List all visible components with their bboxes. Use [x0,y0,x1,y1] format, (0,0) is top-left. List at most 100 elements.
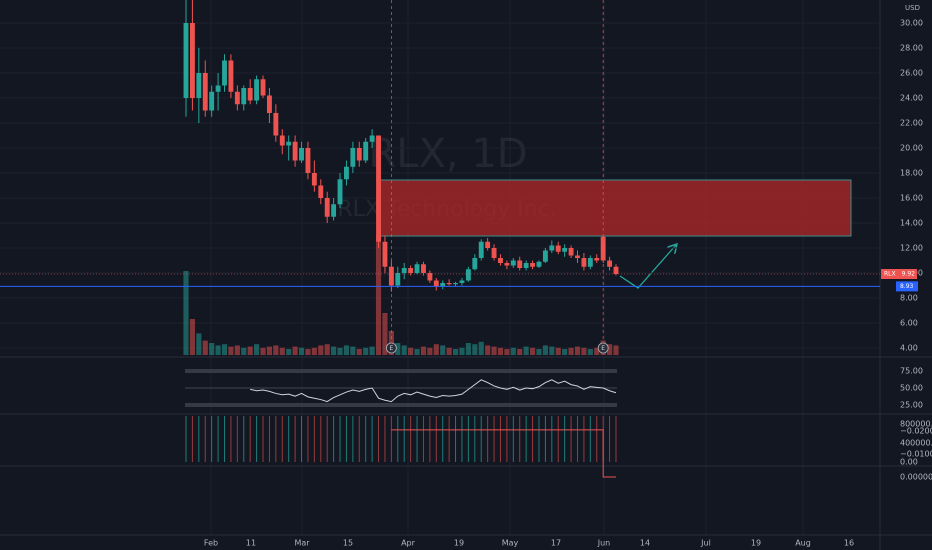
volume-bar [305,349,311,355]
volume-bar [562,349,568,355]
pane3-tick-label: 0.00 [900,458,918,467]
volume-bar [254,344,260,355]
volume-bar [504,349,510,355]
main-pane [0,0,880,355]
x-tick-label: 16 [844,539,854,548]
y-tick-label: 22.00 [900,119,923,128]
volume-bar [202,340,208,355]
y-tick-label: 26.00 [900,69,923,78]
y-tick-label: 18.00 [900,169,923,178]
volume-bar [363,347,369,355]
volume-bar [420,346,427,355]
candle-body [228,60,234,92]
volume-bar [587,349,593,355]
x-tick-label: Jul [700,539,711,548]
candle-body [453,283,458,285]
volume-bar [369,346,375,355]
x-tick-label: May [502,539,519,548]
volume-bar [279,347,285,355]
volume-bar [286,349,292,355]
candle-body [382,241,388,267]
candle-body [299,148,304,161]
volume-bar [433,344,439,355]
candle-body [433,280,439,287]
candle-body [504,263,510,266]
candle-body [318,185,324,198]
candle-body [215,85,221,92]
price-zone [376,179,852,237]
candle-body [587,258,593,267]
volume-bar [241,347,247,355]
candle-body [395,273,401,286]
candle-body [279,135,285,146]
pane4-tick-label: 0.00000 [900,473,932,482]
candle-body [555,245,561,252]
x-tick-label: 17 [551,539,561,548]
volume-bar [382,313,388,355]
candle-body [600,236,606,261]
volume-bar [581,347,587,355]
y-tick-label: 28.00 [900,44,923,53]
symbol-tag: RLX [884,271,896,278]
candle-body [613,266,619,274]
volume-bar [523,346,529,355]
volume-bar [440,345,446,355]
candle-body [337,179,343,205]
candle-body [530,263,536,267]
volume-bar [356,349,362,355]
x-tick-label: Apr [401,539,416,548]
candle-body [292,141,298,161]
candle-body [510,260,516,266]
rsi-tick-label: 25.00 [900,401,923,410]
candle-body [286,141,292,146]
candle-body [568,248,574,256]
candle-body [542,250,548,262]
volume-bar [485,345,491,355]
candle-body [247,88,253,101]
last-price-label: 9.92 [902,271,916,278]
volume-bar [215,345,221,355]
volume-bar [234,345,240,355]
candle-body [311,173,317,186]
volume-bar [343,345,350,355]
volume-bar [452,349,459,355]
y-tick-label: 20.00 [900,144,923,153]
candle-body [465,269,471,281]
volume-bar [337,347,343,355]
volume-bar [324,344,330,355]
volume-bar [247,346,253,355]
volume-bar [459,347,465,355]
volume-bar [331,346,337,355]
currency-label: USD [905,4,920,12]
volume-bar [555,347,561,355]
candle-body [388,266,394,286]
candle-body [196,73,202,98]
candle-body [234,91,240,105]
watermark-title: RLX, 1D [368,131,527,177]
candle-body [498,258,503,263]
hline-label: 8.93 [900,283,914,290]
volume-bar [196,333,202,355]
earnings-label: E [389,345,393,352]
candle-body [536,261,542,267]
earnings-marker [597,342,609,354]
rsi-line [250,379,617,403]
volume-bar [273,345,279,355]
volume-bar [574,346,581,355]
candle-body [344,166,349,180]
candle-body [421,264,426,273]
volume-bar [298,347,305,355]
volume-bar [260,347,266,355]
candle-body [440,283,446,287]
candle-body [369,135,375,142]
volume-bar [465,343,471,355]
candle-body [324,198,330,217]
volume-bar [414,349,420,355]
earnings-marker [385,342,397,354]
candle-body [562,248,568,252]
volume-bar [530,347,536,355]
volume-bar [491,346,497,355]
y-tick-label: 4.00 [900,344,918,353]
vertical-grid [210,0,804,535]
